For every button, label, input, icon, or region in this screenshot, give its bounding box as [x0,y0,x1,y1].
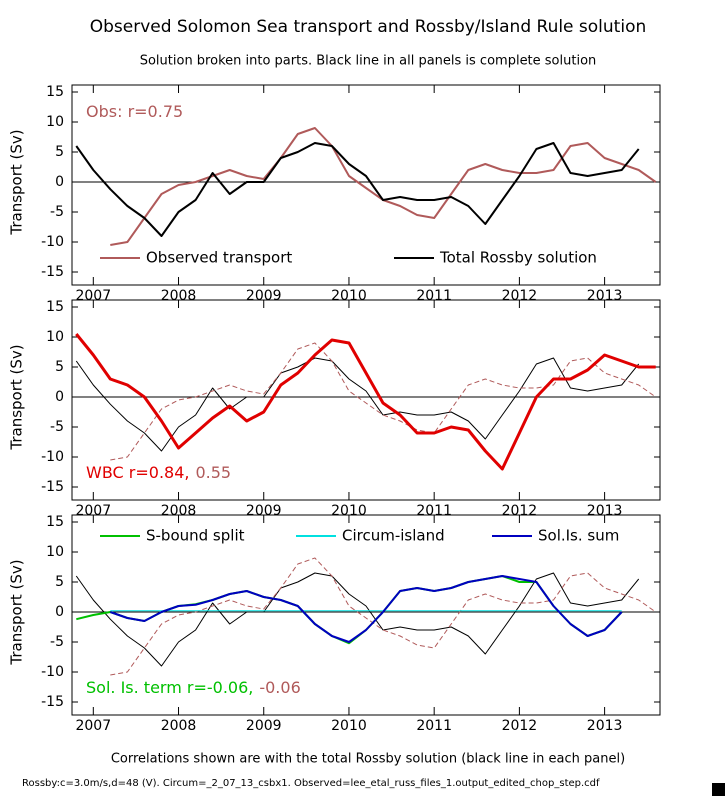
x-tick-label: 2009 [246,718,282,734]
x-tick-label: 2008 [161,718,197,734]
series-line [75,357,640,452]
annotation-part: -0.06 [259,678,300,697]
series-line [110,127,657,246]
series-line [110,557,656,676]
annotation-part: WBC r=0.84, [86,463,189,482]
y-tick-label: -15 [41,694,64,710]
y-tick-label: 0 [55,389,64,405]
y-tick-label: -15 [41,264,64,280]
y-tick-label: -10 [41,234,64,250]
legend-label: S-bound split [146,527,245,545]
caption: Correlations shown are with the total Ro… [111,752,625,767]
plot-frame [71,514,661,716]
legend-label: Total Rossby solution [439,249,597,267]
y-tick-label: -15 [41,479,64,495]
plot-frame [71,84,661,286]
annotation: WBC r=0.84, 0.55 [86,463,231,482]
y-axis-label: Transport (Sv) [8,559,26,665]
legend-label: Sol.Is. sum [538,527,619,545]
y-tick-label: 10 [46,114,64,130]
y-tick-label: 15 [46,514,64,530]
x-tick-label: 2007 [75,718,111,734]
y-tick-label: -10 [41,664,64,680]
legend-label: Circum-island [342,527,445,545]
y-tick-label: 15 [46,84,64,100]
y-tick-label: 5 [55,144,64,160]
annotation-part: Obs: r=0.75 [86,102,183,121]
annotation-part: Sol. Is. term r=-0.06, [86,678,253,697]
annotation: Sol. Is. term r=-0.06, -0.06 [86,678,301,697]
x-tick-label: 2012 [502,718,538,734]
x-tick-label: 2011 [416,718,452,734]
y-tick-label: 5 [55,359,64,375]
series-line [75,572,640,667]
y-tick-label: -5 [50,419,64,435]
subtitle: Solution broken into parts. Black line i… [140,54,597,69]
series-line [75,142,640,237]
plot-frame [71,299,661,501]
annotation: Obs: r=0.75 [86,102,183,121]
y-tick-label: 10 [46,329,64,345]
y-axis-label: Transport (Sv) [8,129,26,235]
y-tick-label: 15 [46,299,64,315]
x-tick-label: 2013 [587,718,623,734]
footnote: Rossby:c=3.0m/s,d=48 (V). Circum=_2_07_1… [22,778,600,789]
y-tick-label: -5 [50,634,64,650]
y-axis-label: Transport (Sv) [8,344,26,450]
y-tick-label: 5 [55,574,64,590]
title: Observed Solomon Sea transport and Rossb… [90,17,647,37]
y-tick-label: 10 [46,544,64,560]
y-tick-label: -5 [50,204,64,220]
corner-mark [712,783,725,796]
series-line [109,575,623,643]
y-tick-label: 0 [55,604,64,620]
series-line [75,333,656,471]
series-line [110,342,656,461]
annotation-part: 0.55 [195,463,231,482]
y-tick-label: 0 [55,174,64,190]
x-tick-label: 2010 [331,718,367,734]
y-tick-label: -10 [41,449,64,465]
legend-label: Observed transport [146,249,292,267]
